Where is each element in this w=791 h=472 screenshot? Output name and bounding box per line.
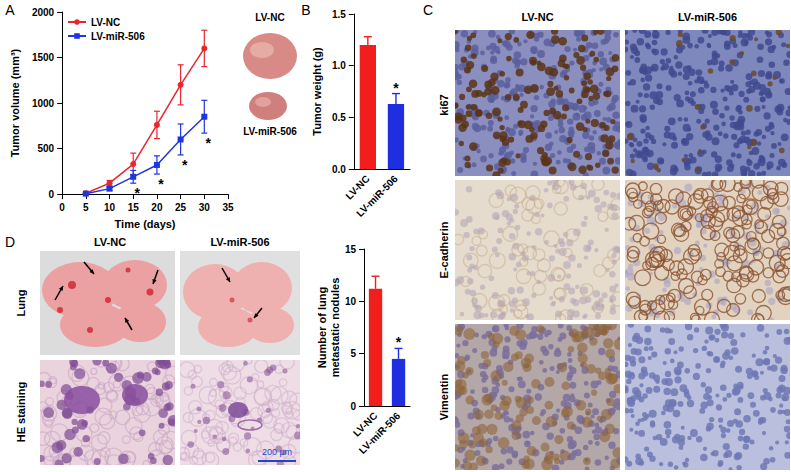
svg-text:LV-NC: LV-NC xyxy=(94,236,126,248)
svg-text:LV-miR-506: LV-miR-506 xyxy=(91,31,145,42)
svg-text:LV-NC: LV-NC xyxy=(521,11,553,23)
svg-text:1000: 1000 xyxy=(32,98,55,109)
svg-text:E-cadherin: E-cadherin xyxy=(438,221,450,278)
svg-text:LV-miR-506: LV-miR-506 xyxy=(678,11,737,23)
svg-text:LV-NC: LV-NC xyxy=(91,17,120,28)
svg-text:0.5: 0.5 xyxy=(332,112,346,123)
svg-text:0: 0 xyxy=(350,401,356,412)
svg-text:B: B xyxy=(301,2,310,18)
svg-text:200 μm: 200 μm xyxy=(262,447,292,457)
svg-text:5: 5 xyxy=(83,202,89,213)
svg-text:25: 25 xyxy=(175,202,187,213)
svg-text:0: 0 xyxy=(59,202,65,213)
svg-text:HE staining: HE staining xyxy=(15,382,27,443)
svg-text:1.5: 1.5 xyxy=(332,9,346,20)
svg-text:Number of lung: Number of lung xyxy=(316,287,328,368)
svg-text:10: 10 xyxy=(345,296,357,307)
svg-text:*: * xyxy=(396,334,402,350)
svg-text:LV-miR-506: LV-miR-506 xyxy=(357,410,403,456)
svg-text:1.0: 1.0 xyxy=(332,60,346,71)
svg-text:LV-NC: LV-NC xyxy=(351,410,380,439)
svg-text:*: * xyxy=(393,80,399,96)
svg-text:Vimentin: Vimentin xyxy=(438,374,450,421)
svg-text:*: * xyxy=(206,135,212,151)
svg-text:LV-miR-506: LV-miR-506 xyxy=(354,173,400,219)
svg-text:30: 30 xyxy=(199,202,211,213)
svg-text:10: 10 xyxy=(104,202,116,213)
svg-text:A: A xyxy=(5,2,15,18)
svg-text:2000: 2000 xyxy=(32,7,55,18)
svg-text:*: * xyxy=(182,157,188,173)
svg-text:15: 15 xyxy=(345,244,357,255)
svg-text:Tumor weight (g): Tumor weight (g) xyxy=(311,47,323,136)
svg-text:500: 500 xyxy=(37,143,54,154)
svg-text:0.0: 0.0 xyxy=(332,164,346,175)
svg-text:20: 20 xyxy=(151,202,163,213)
svg-text:Lung: Lung xyxy=(15,290,27,317)
svg-text:LV-NC: LV-NC xyxy=(255,12,284,23)
svg-text:LV-miR-506: LV-miR-506 xyxy=(243,126,297,137)
svg-text:LV-NC: LV-NC xyxy=(343,173,372,202)
svg-text:C: C xyxy=(423,2,433,18)
svg-text:Time (days): Time (days) xyxy=(115,218,176,230)
svg-text:*: * xyxy=(134,185,140,201)
svg-text:15: 15 xyxy=(128,202,140,213)
svg-text:0: 0 xyxy=(49,189,55,200)
svg-text:1500: 1500 xyxy=(32,52,55,63)
svg-text:35: 35 xyxy=(222,202,234,213)
svg-text:metastatic nodules: metastatic nodules xyxy=(329,278,341,378)
svg-text:Tumor volume (mm³): Tumor volume (mm³) xyxy=(9,48,21,157)
svg-text:LV-miR-506: LV-miR-506 xyxy=(210,236,269,248)
svg-text:D: D xyxy=(5,234,15,250)
svg-text:*: * xyxy=(158,176,164,192)
svg-text:ki67: ki67 xyxy=(438,94,450,115)
svg-text:5: 5 xyxy=(350,348,356,359)
